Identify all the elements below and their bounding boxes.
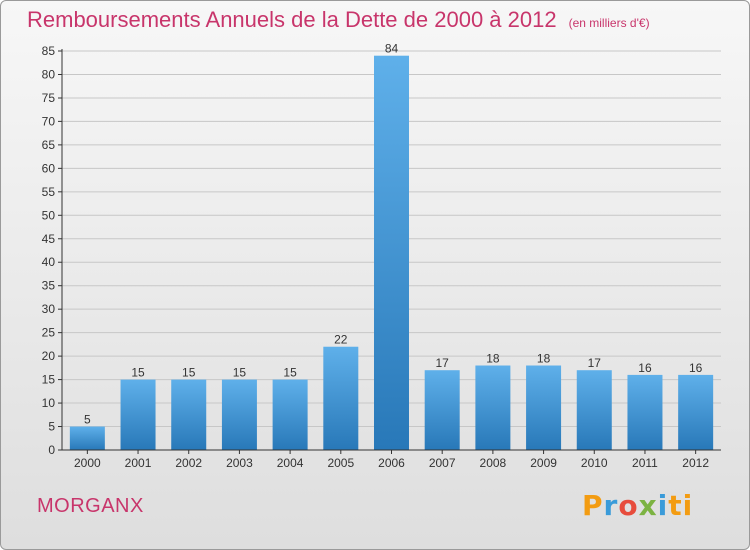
y-tick-label: 35 (42, 279, 56, 293)
bar-value-label: 15 (233, 366, 247, 380)
bar (272, 379, 308, 450)
chart-title: Remboursements Annuels de la Dette de 20… (27, 7, 650, 33)
y-tick-label: 15 (42, 373, 56, 387)
y-tick-label: 40 (42, 255, 56, 269)
x-tick-label: 2007 (429, 456, 456, 470)
y-tick-label: 0 (48, 443, 55, 457)
y-tick-label: 50 (42, 208, 56, 222)
x-tick-label: 2001 (125, 456, 152, 470)
bar-value-label: 16 (689, 361, 703, 375)
x-tick-label: 2004 (277, 456, 304, 470)
bar-value-label: 18 (537, 352, 551, 366)
y-tick-label: 80 (42, 67, 56, 81)
y-tick-label: 45 (42, 232, 56, 246)
x-tick-label: 2000 (74, 456, 101, 470)
x-tick-label: 2011 (632, 456, 658, 470)
x-tick-label: 2009 (530, 456, 557, 470)
y-tick-label: 75 (42, 91, 56, 105)
y-tick-label: 30 (42, 302, 56, 316)
x-tick-label: 2008 (480, 456, 507, 470)
bar (374, 55, 409, 450)
bar-value-label: 18 (486, 352, 500, 366)
y-tick-label: 20 (42, 349, 56, 363)
bar-value-label: 22 (334, 333, 348, 347)
bar (475, 365, 511, 450)
commune-name: MORGANX (37, 495, 144, 517)
y-tick-label: 65 (42, 138, 56, 152)
x-tick-label: 2003 (226, 456, 253, 470)
bar (627, 374, 663, 450)
proxiti-logo[interactable]: Proxiti (582, 489, 694, 522)
y-tick-label: 60 (42, 161, 56, 175)
x-tick-label: 2002 (175, 456, 202, 470)
x-tick-label: 2010 (581, 456, 608, 470)
y-tick-label: 70 (42, 114, 56, 128)
bar (678, 374, 714, 450)
chart-title-text: Remboursements Annuels de la Dette de 20… (27, 7, 557, 32)
bar (221, 379, 257, 450)
bar-value-label: 15 (182, 366, 196, 380)
bar (171, 379, 207, 450)
chart-unit: (en milliers d'€) (568, 16, 650, 30)
y-tick-label: 85 (42, 44, 56, 58)
bar-value-label: 16 (638, 361, 652, 375)
x-tick-label: 2006 (378, 456, 405, 470)
x-tick-label: 2012 (682, 456, 709, 470)
bar-value-label: 5 (84, 413, 91, 427)
bar (323, 346, 359, 450)
bar (424, 370, 460, 450)
bar-value-label: 15 (283, 366, 297, 380)
bar (576, 370, 612, 450)
bar-value-label: 17 (436, 356, 450, 370)
bar (120, 379, 156, 450)
bar (69, 426, 105, 450)
x-tick-label: 2005 (327, 456, 354, 470)
y-tick-label: 5 (48, 420, 55, 434)
bar-value-label: 15 (131, 366, 145, 380)
bar-value-label: 17 (588, 356, 602, 370)
bar (526, 365, 562, 450)
y-tick-label: 10 (42, 396, 56, 410)
bar-value-label: 84 (385, 42, 399, 56)
y-tick-label: 25 (42, 326, 56, 340)
y-tick-label: 55 (42, 185, 56, 199)
